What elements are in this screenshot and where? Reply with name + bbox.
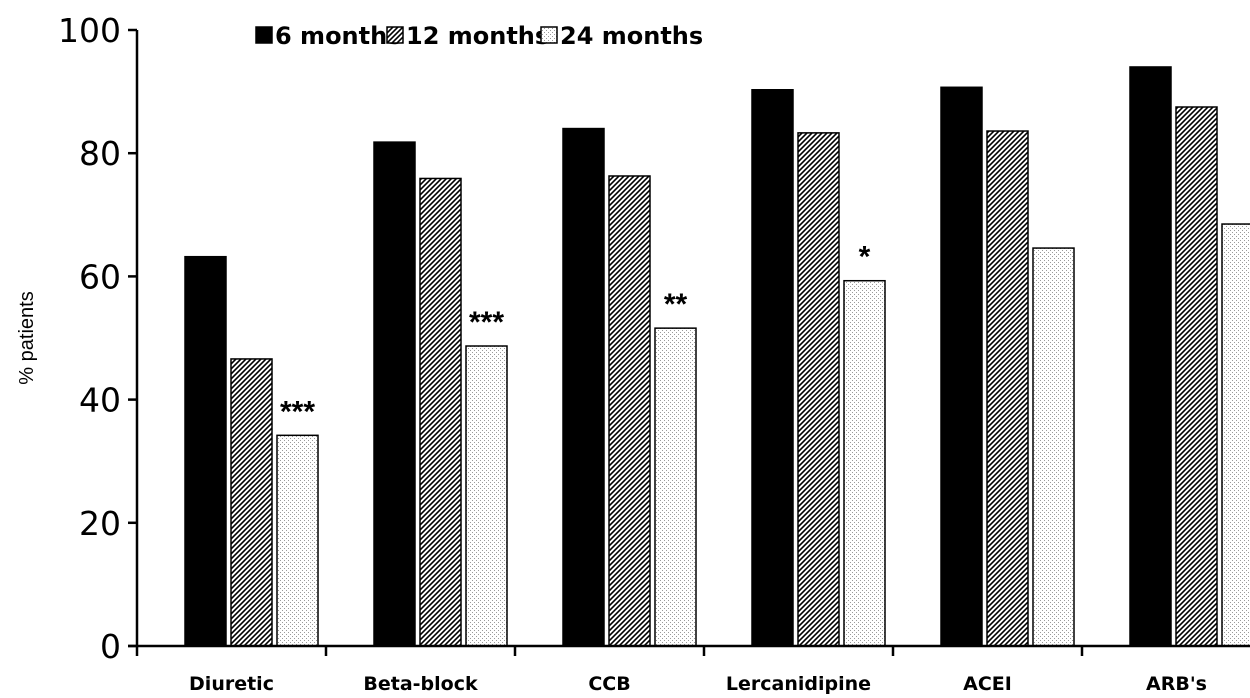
bar-diuretic-12-months [230, 358, 273, 647]
bar-diuretic-24-months [276, 434, 319, 647]
bar-acei-6-months [940, 86, 983, 647]
y-tick-label: 60 [79, 257, 121, 296]
annotations: ********* [280, 241, 871, 429]
legend-swatch-24-months [540, 26, 558, 44]
bar-ccb-24-months [654, 327, 697, 647]
y-tick-label: 40 [79, 381, 121, 420]
significance-marker: * [859, 241, 871, 274]
significance-marker: ** [664, 288, 688, 321]
y-tick-label: 0 [100, 627, 121, 666]
bar-ccb-12-months [608, 175, 651, 647]
legend-label-24-months: 24 months [560, 22, 703, 50]
legend-label-6-months: 6 months [275, 22, 401, 50]
bar-beta-block-24-months [465, 345, 508, 647]
x-tick-label-lercanidipine: Lercanidipine [726, 673, 871, 695]
legend-label-12-months: 12 months [406, 22, 549, 50]
significance-marker: *** [280, 395, 315, 428]
bar-acei-12-months [986, 130, 1029, 647]
y-tick-label: 80 [79, 134, 121, 173]
bar-ccb-6-months [562, 127, 605, 647]
y-tick-label: 100 [58, 11, 121, 50]
x-tick-label-beta-block: Beta-block [363, 673, 478, 695]
x-tick-label-diuretic: Diuretic [189, 673, 274, 695]
y-axis-label: % patients [16, 291, 38, 384]
bar-lercanidipine-6-months [751, 89, 794, 647]
bar-lercanidipine-24-months [843, 279, 886, 647]
significance-marker: *** [469, 306, 504, 339]
x-axis: Diuretic Beta-block CCB Lercanidipine ACEI AR… [128, 644, 1250, 695]
legend-swatch-6-months [255, 26, 273, 44]
bar-beta-block-12-months [419, 177, 462, 647]
bar-beta-block-6-months [373, 141, 416, 647]
bars [184, 66, 1250, 647]
bar-arb-s-6-months [1129, 66, 1172, 647]
legend-swatch-12-months [386, 26, 404, 44]
y-tick-label: 20 [79, 504, 121, 543]
x-tick-label-ccb: CCB [588, 673, 630, 695]
bar-lercanidipine-12-months [797, 132, 840, 647]
bar-diuretic-6-months [184, 255, 227, 647]
bar-arb-s-24-months [1221, 223, 1250, 647]
y-axis: 0 20 40 60 80 100 [58, 11, 139, 666]
bar-acei-24-months [1032, 247, 1075, 647]
x-tick-label-arb-s: ARB's [1146, 673, 1207, 695]
x-tick-label-acei: ACEI [963, 673, 1012, 695]
legend: 6 months 12 months 24 months [255, 22, 703, 50]
bar-arb-s-12-months [1175, 106, 1218, 647]
